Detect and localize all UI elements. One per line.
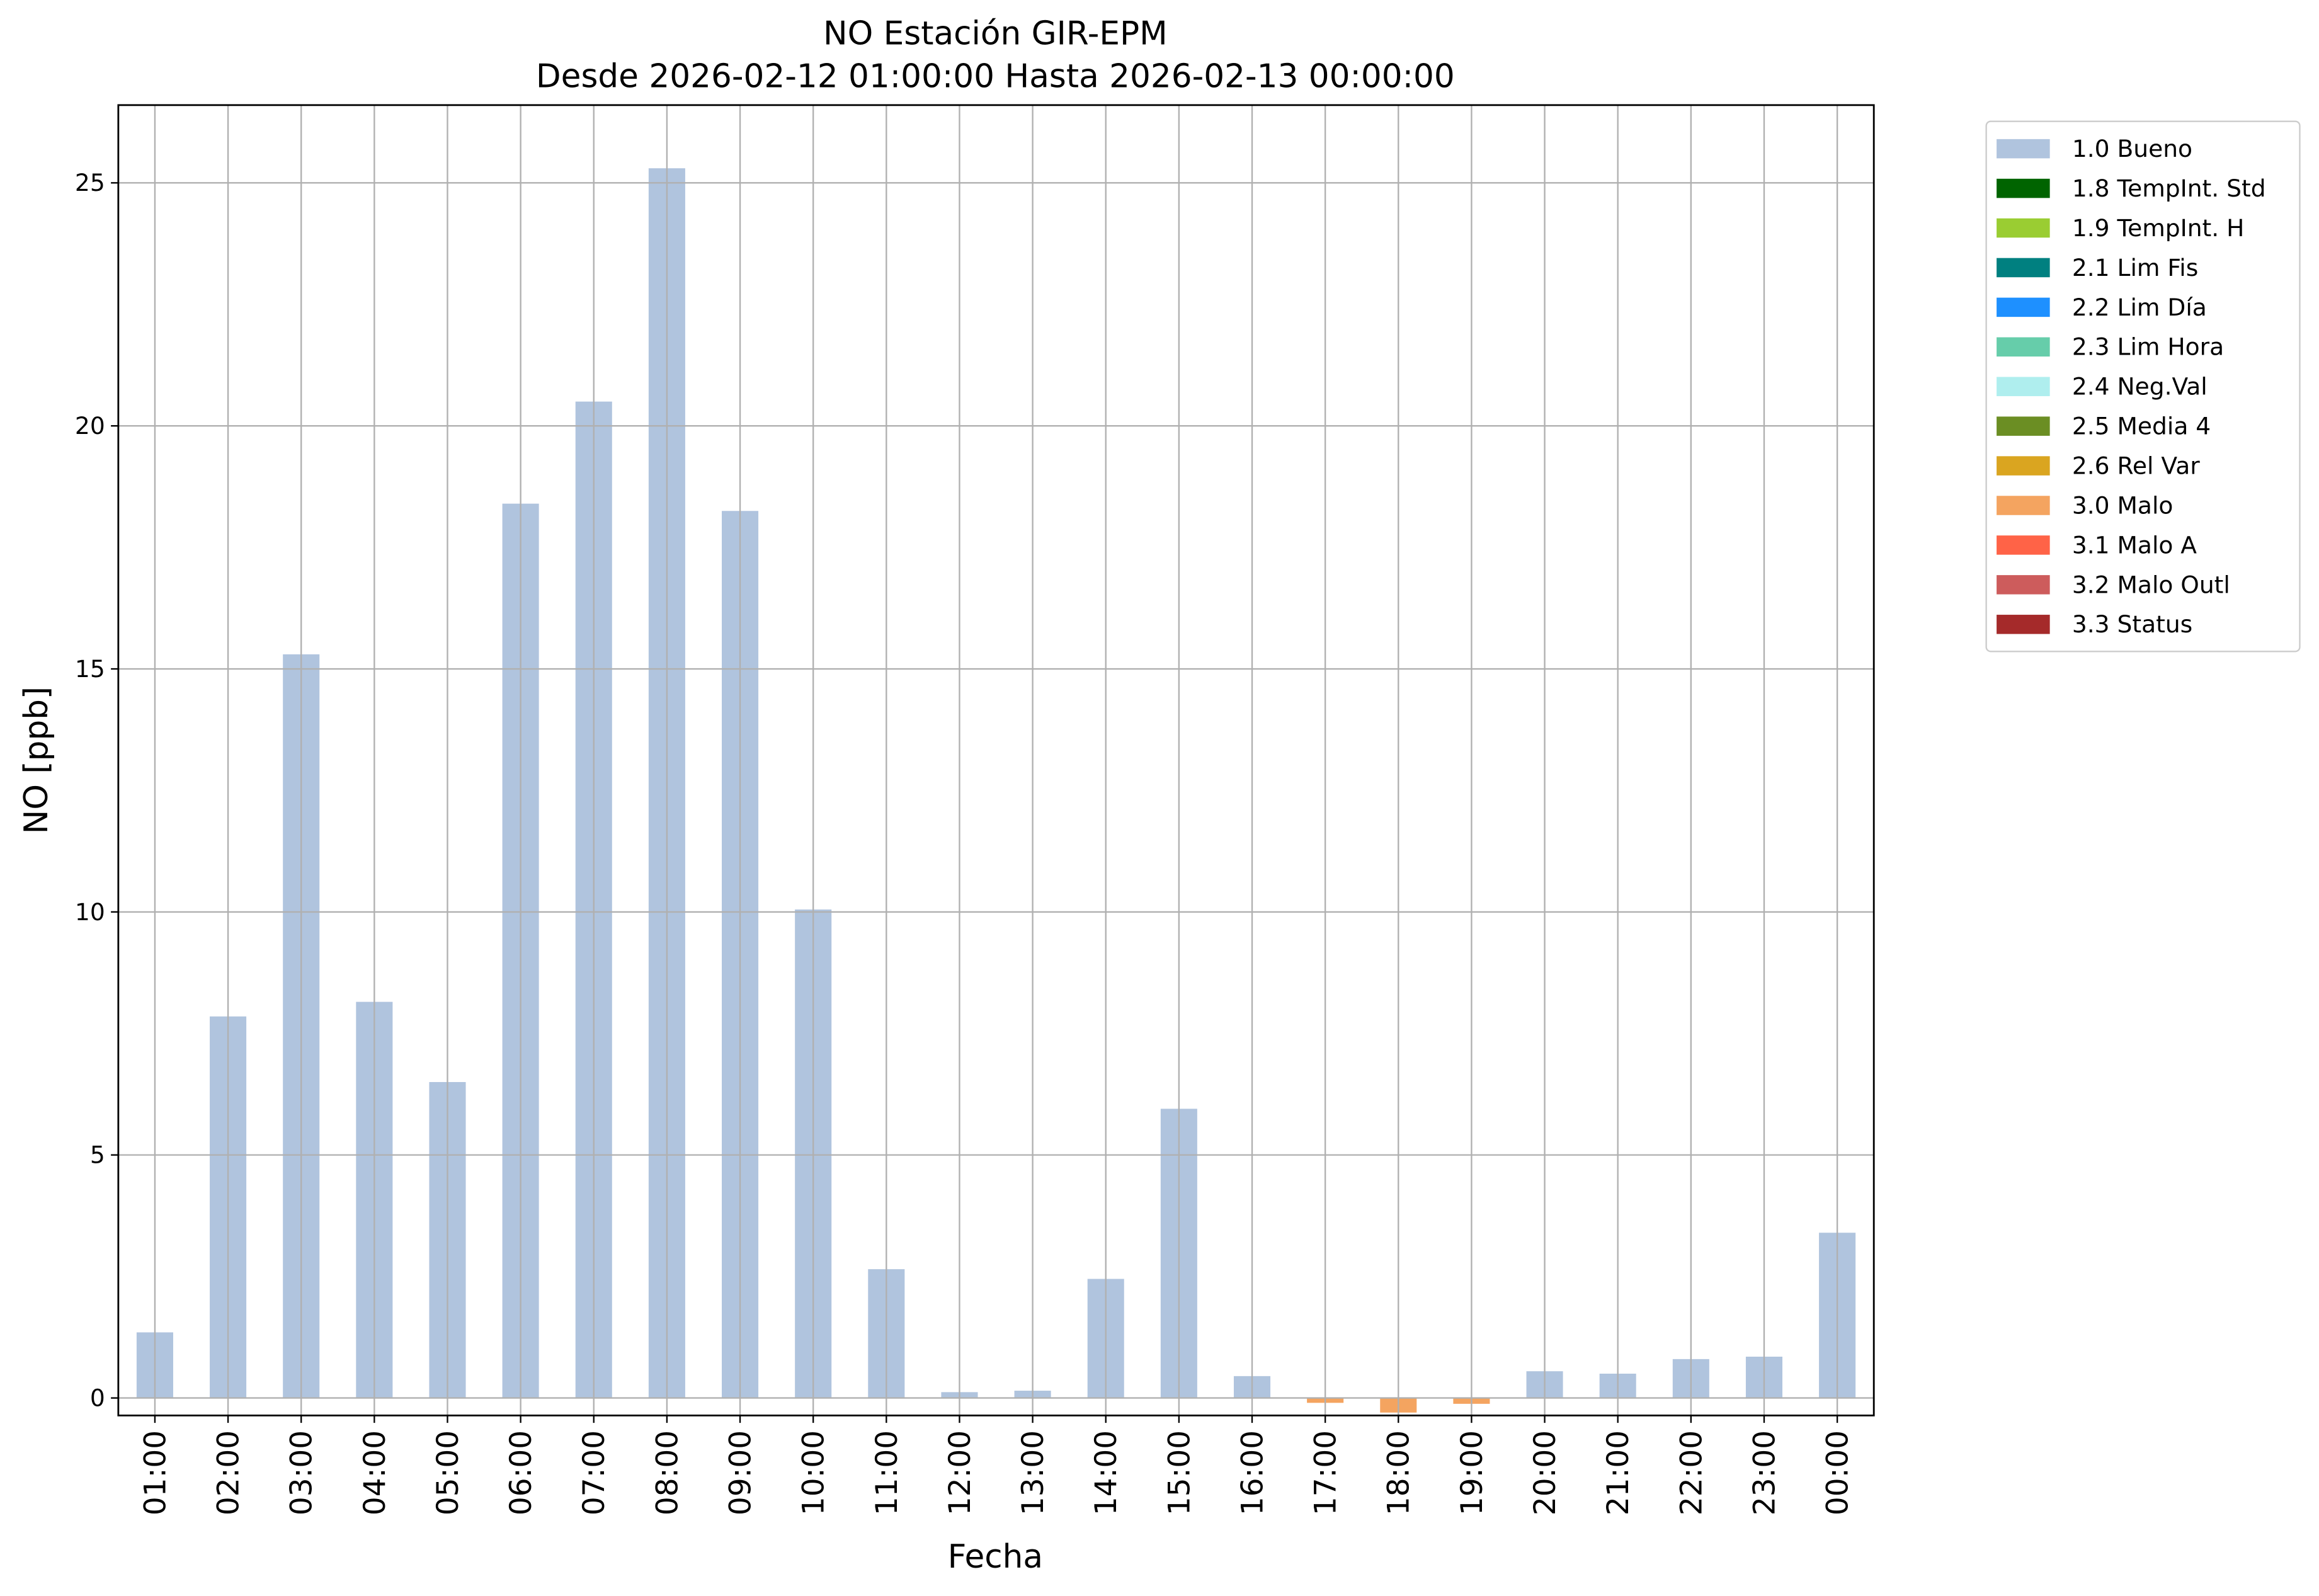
y-tick-label: 20 (75, 412, 105, 440)
legend-swatch (1997, 496, 2050, 515)
y-tick-label: 25 (75, 169, 105, 197)
legend-label: 2.6 Rel Var (2072, 452, 2200, 480)
legend-swatch (1997, 258, 2050, 278)
legend-swatch (1997, 297, 2050, 317)
legend-label: 2.3 Lim Hora (2072, 333, 2224, 361)
chart-subtitle: Desde 2026-02-12 01:00:00 Hasta 2026-02-… (536, 58, 1455, 96)
legend-label: 3.1 Malo A (2072, 531, 2197, 559)
legend: 1.0 Bueno 1.8 TempInt. Std 1.9 TempInt. H 2… (1985, 120, 2301, 653)
x-tick-label: 12:00 (943, 1430, 977, 1515)
x-tick-label: 17:00 (1309, 1430, 1343, 1515)
x-tick-label: 02:00 (212, 1430, 246, 1515)
chart-title: NO Estación GIR-EPM (823, 15, 1168, 53)
legend-swatch (1997, 535, 2050, 555)
legend-swatch (1997, 218, 2050, 238)
legend-label: 2.5 Media 4 (2072, 413, 2211, 440)
x-tick-label: 22:00 (1674, 1430, 1709, 1515)
legend-swatch (1997, 456, 2050, 476)
x-tick-label: 15:00 (1162, 1430, 1197, 1515)
legend-label: 2.2 Lim Día (2072, 294, 2207, 321)
legend-swatch (1997, 377, 2050, 396)
legend-label: 1.0 Bueno (2072, 135, 2192, 162)
x-tick-label: 16:00 (1235, 1430, 1270, 1515)
x-tick-label: 05:00 (431, 1430, 465, 1515)
x-tick-label: 21:00 (1601, 1430, 1636, 1515)
x-tick-label: 14:00 (1089, 1430, 1124, 1515)
legend-swatch (1997, 615, 2050, 634)
legend-label: 3.2 Malo Outl (2072, 571, 2230, 598)
x-tick-label: 03:00 (285, 1430, 319, 1515)
y-tick-label: 0 (90, 1384, 105, 1412)
x-tick-label: 13:00 (1016, 1430, 1051, 1515)
x-tick-label: 10:00 (797, 1430, 831, 1515)
x-tick-label: 11:00 (870, 1430, 904, 1515)
x-axis-label: Fecha (948, 1538, 1043, 1576)
legend-label: 2.4 Neg.Val (2072, 373, 2208, 401)
y-tick-label: 15 (75, 655, 105, 683)
x-tick-label: 01:00 (138, 1430, 173, 1515)
x-tick-label: 18:00 (1382, 1430, 1416, 1515)
x-tick-label: 00:00 (1821, 1430, 1855, 1515)
legend-label: 1.9 TempInt. H (2072, 214, 2245, 242)
y-tick-label: 10 (75, 898, 105, 926)
legend-label: 2.1 Lim Fis (2072, 254, 2198, 282)
x-tick-label: 09:00 (723, 1430, 758, 1515)
y-tick-label: 5 (90, 1141, 105, 1169)
x-tick-label: 04:00 (358, 1430, 392, 1515)
x-tick-label: 20:00 (1528, 1430, 1563, 1515)
legend-frame (1985, 120, 2301, 653)
legend-swatch (1997, 337, 2050, 357)
x-tick-label: 23:00 (1747, 1430, 1782, 1515)
legend-label: 3.0 Malo (2072, 491, 2174, 519)
legend-swatch (1997, 575, 2050, 595)
x-tick-label: 19:00 (1455, 1430, 1490, 1515)
legend-swatch (1997, 139, 2050, 159)
x-tick-label: 08:00 (650, 1430, 685, 1515)
plot-area: 0 5 10 15 20 25 01:00 02:00 03:00 04:00 05:00 06:00… (75, 104, 1875, 1515)
legend-label: 3.3 Status (2072, 610, 2192, 638)
legend-swatch (1997, 416, 2050, 436)
plot-frame (117, 104, 1875, 1416)
y-axis-label: NO [ppb] (18, 687, 55, 834)
legend-swatch (1997, 178, 2050, 198)
legend-label: 1.8 TempInt. Std (2072, 174, 2266, 202)
x-tick-label: 07:00 (577, 1430, 612, 1515)
x-tick-label: 06:00 (504, 1430, 538, 1515)
